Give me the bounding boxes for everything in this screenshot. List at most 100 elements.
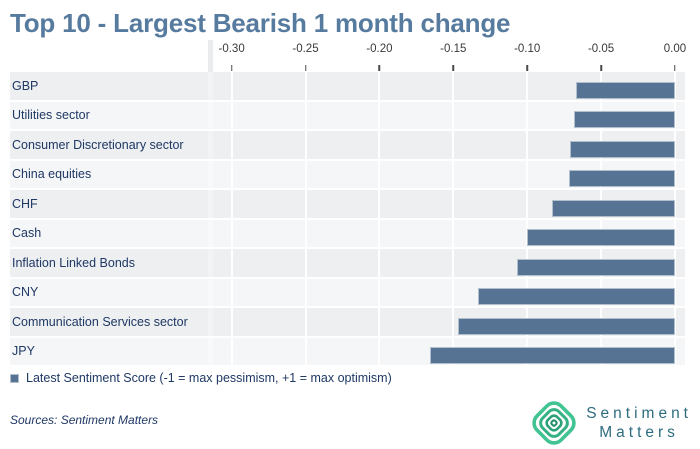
gridline: [304, 337, 307, 365]
sentiment-bar: [516, 258, 675, 276]
plot-cell: [213, 190, 685, 218]
gridline: [673, 101, 676, 129]
row-column-gap: [208, 131, 213, 159]
sources-note: Sources: Sentiment Matters: [10, 413, 159, 427]
chart-row: Utilities sector: [10, 101, 685, 129]
gridline: [452, 219, 455, 247]
sentiment-bar: [568, 170, 675, 187]
gridline: [673, 190, 676, 218]
gridline: [230, 249, 233, 277]
gridline: [378, 337, 381, 365]
gridline: [452, 101, 455, 129]
chart-row: Communication Services sector: [10, 308, 685, 336]
bar-chart: GBP Utilities sector Consumer Discretionar…: [10, 72, 685, 365]
chart-page: Top 10 - Largest Bearish 1 month change …: [10, 8, 688, 445]
gridline: [304, 101, 307, 129]
x-axis-tick-label: -0.10: [514, 43, 541, 55]
plot-cell: [213, 101, 685, 129]
gridline: [230, 72, 233, 100]
gridline: [673, 131, 676, 159]
gridline: [526, 131, 529, 159]
gridline: [304, 160, 307, 188]
gridline: [378, 219, 381, 247]
sentiment-bar: [552, 199, 675, 217]
gridline: [304, 190, 307, 218]
row-column-gap: [208, 337, 213, 365]
plot-cell: [213, 72, 685, 100]
x-axis: -0.30 -0.25 -0.20 -0.15 -0.10 -0.05 0.00: [10, 40, 687, 72]
gridline: [304, 278, 307, 306]
row-column-gap: [208, 308, 213, 336]
gridline: [452, 190, 455, 218]
gridline: [452, 160, 455, 188]
x-axis-tick-label: -0.25: [292, 43, 319, 55]
sentiment-bar: [570, 140, 675, 158]
gridline: [230, 101, 233, 129]
category-label: Cash: [10, 219, 208, 247]
category-label: CNY: [10, 278, 208, 306]
row-column-gap: [208, 160, 213, 188]
x-axis-tick-label: -0.20: [366, 43, 393, 55]
page-title: Top 10 - Largest Bearish 1 month change: [10, 8, 511, 38]
x-axis-tick-label: -0.30: [218, 43, 245, 55]
gridline: [230, 308, 233, 336]
category-label: JPY: [10, 337, 208, 365]
plot-cell: [213, 219, 685, 247]
x-axis-tick-label: 0.00: [663, 43, 687, 55]
plot-cell: [213, 249, 685, 277]
gridline: [230, 190, 233, 218]
sentiment-bar: [527, 229, 675, 246]
category-label: Utilities sector: [10, 101, 208, 129]
gridline: [673, 337, 676, 365]
x-axis-tick-mark: [304, 65, 307, 71]
gridline: [452, 278, 455, 306]
x-axis-tick-mark: [378, 65, 381, 71]
x-axis-tick-label: -0.05: [587, 43, 615, 55]
gridline: [673, 278, 676, 306]
gridline: [304, 72, 307, 100]
gridline: [526, 72, 529, 100]
chart-row: GBP: [10, 72, 685, 100]
x-axis-tick-mark: [674, 65, 676, 71]
gridline: [230, 219, 233, 247]
row-column-gap: [208, 219, 213, 247]
gridline: [452, 131, 455, 159]
gridline: [230, 131, 233, 159]
gridline: [304, 219, 307, 247]
sentiment-bar: [575, 81, 675, 99]
brand-line-2: Matters: [599, 424, 679, 441]
chart-row: Cash: [10, 219, 685, 247]
gridline: [673, 72, 676, 100]
gridline: [378, 160, 381, 188]
category-label: CHF: [10, 190, 208, 218]
gridline: [526, 101, 529, 129]
gridline: [304, 249, 307, 277]
plot-cell: [213, 278, 685, 306]
gridline: [673, 219, 676, 247]
gridline: [526, 190, 529, 218]
gridline: [452, 308, 455, 336]
x-axis-tick-mark: [526, 65, 528, 71]
row-column-gap: [208, 101, 213, 129]
sentiment-bar: [478, 288, 675, 305]
category-label: Consumer Discretionary sector: [10, 131, 208, 159]
sentiment-bar: [457, 317, 675, 335]
gridline: [230, 337, 233, 365]
gridline: [230, 160, 233, 188]
category-label: China equities: [10, 160, 208, 188]
gridline: [378, 190, 381, 218]
chart-row: CHF: [10, 190, 685, 218]
x-axis-tick-mark: [452, 65, 455, 71]
row-column-gap: [208, 249, 213, 277]
brand-wordmark: Sentiment Matters: [586, 404, 692, 442]
gridline: [526, 160, 529, 188]
gridline: [378, 72, 381, 100]
plot-cell: [213, 160, 685, 188]
chart-row: Inflation Linked Bonds: [10, 249, 685, 277]
gridline: [673, 160, 676, 188]
gridline: [304, 131, 307, 159]
chart-row: CNY: [10, 278, 685, 306]
legend-label: Latest Sentiment Score (-1 = max pessimi…: [26, 371, 392, 385]
x-axis-tick-mark: [600, 65, 602, 71]
category-label: Inflation Linked Bonds: [10, 249, 208, 277]
